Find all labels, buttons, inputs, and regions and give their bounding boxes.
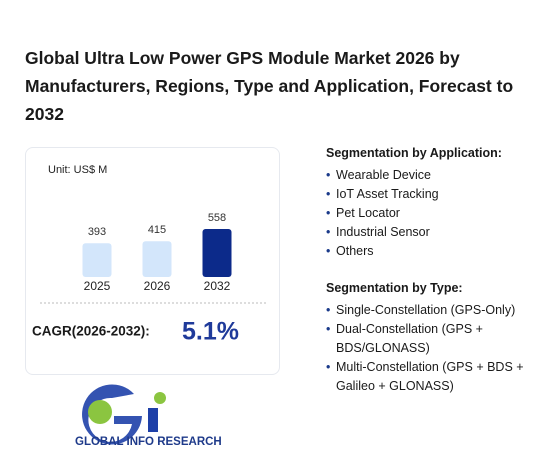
segment-item: IoT Asset Tracking xyxy=(326,185,536,204)
value-label: 558 xyxy=(208,212,226,224)
bar xyxy=(202,229,232,277)
value-label: 415 xyxy=(148,224,166,236)
logo: GLOBAL INFO RESEARCH xyxy=(75,384,222,448)
title: Global Ultra Low Power GPS Module Market… xyxy=(25,48,514,124)
logo-text: GLOBAL INFO RESEARCH xyxy=(75,436,222,448)
value-label: 393 xyxy=(88,226,106,238)
cagr-value: 5.1% xyxy=(182,318,239,346)
segment-item: Single-Constellation (GPS-Only) xyxy=(326,301,536,320)
segment-list: Single-Constellation (GPS-Only)Dual-Cons… xyxy=(326,301,546,396)
segment-list: Wearable DeviceIoT Asset TrackingPet Loc… xyxy=(326,166,546,261)
cagr-label: CAGR(2026-2032): xyxy=(32,324,150,339)
bar xyxy=(142,241,172,277)
segment-heading: Segmentation by Type: xyxy=(326,281,463,295)
category-label: 2032 xyxy=(204,279,231,293)
unit: Unit: US$ M xyxy=(48,164,107,176)
segment-item: Industrial Sensor xyxy=(326,223,536,242)
segment-item: Others xyxy=(326,242,536,261)
category-label: 2025 xyxy=(84,279,111,293)
category-label: 2026 xyxy=(144,279,171,293)
segment-heading: Segmentation by Application: xyxy=(326,146,502,160)
segmentation: Segmentation by Application: Wearable Dev… xyxy=(326,146,546,416)
chart-card xyxy=(25,147,280,375)
segment-item: Multi-Constellation (GPS + BDS + Galileo… xyxy=(326,358,536,396)
segment-item: Dual-Constellation (GPS + BDS/GLONASS) xyxy=(326,320,536,358)
segment-item: Pet Locator xyxy=(326,204,536,223)
segment-item: Wearable Device xyxy=(326,166,536,185)
bar xyxy=(82,243,112,277)
